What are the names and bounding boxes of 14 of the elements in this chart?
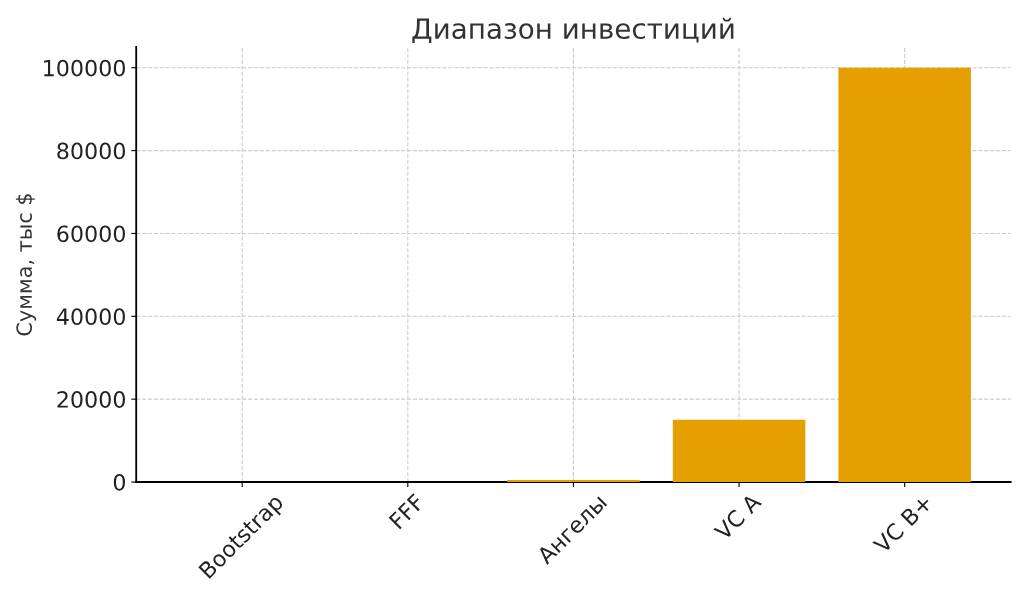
y-tick-label: 60000 — [57, 225, 125, 243]
bar — [838, 67, 971, 483]
x-tick-label: FFF — [388, 493, 425, 530]
x-tick-label: VC B+ — [872, 493, 933, 555]
y-tick-label: 0 — [113, 473, 125, 491]
bar — [507, 479, 640, 483]
chart-title: Диапазон инвестиций — [412, 17, 734, 44]
bar — [672, 419, 806, 483]
x-tick-label: VC A — [713, 492, 763, 542]
y-tick-label: 20000 — [57, 391, 125, 408]
y-axis-title: Сумма, тыс $ — [15, 194, 37, 336]
y-tick-label: 80000 — [57, 142, 125, 160]
y-tick-label: 40000 — [56, 308, 125, 326]
y-tick-label: 100000 — [44, 59, 125, 77]
